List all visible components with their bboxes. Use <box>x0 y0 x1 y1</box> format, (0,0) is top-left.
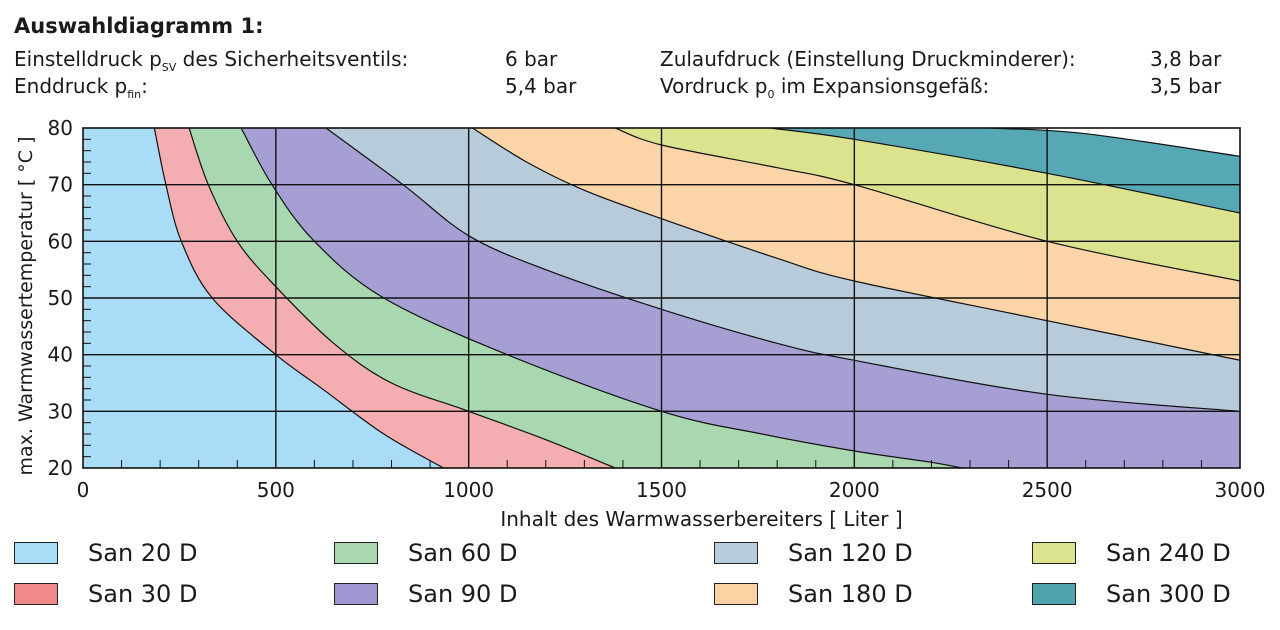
y-tick-label-30: 30 <box>48 399 73 423</box>
x-tick-label-3000: 3000 <box>1215 478 1266 502</box>
legend-label-san-60-d: San 60 D <box>408 539 518 567</box>
plot-frame <box>82 127 1241 469</box>
value-inlet-pressure: 3,8 bar <box>1150 47 1222 71</box>
label-setpoint-pressure: Einstelldruck pSV des Sicherheitsventils… <box>14 47 409 74</box>
boundary-curve-4 <box>325 128 1240 412</box>
chart-title: Auswahldiagramm 1: <box>14 14 264 38</box>
y-tick-label-60: 60 <box>48 229 73 253</box>
boundary-curve-1 <box>153 128 444 468</box>
legend-label-san-120-d: San 120 D <box>788 539 913 567</box>
boundary-curve-2 <box>188 128 616 468</box>
boundary-curve-7 <box>769 128 1240 214</box>
y-tick-label-40: 40 <box>48 343 73 367</box>
legend-swatch-san-20-d <box>14 542 58 564</box>
x-tick-label-1500: 1500 <box>636 478 687 502</box>
value-setpoint-pressure: 6 bar <box>505 47 558 71</box>
label-inlet-pressure: Zulaufdruck (Einstellung Druckminderer): <box>660 47 1076 71</box>
legend-item-san-20-d: San 20 D <box>14 538 197 568</box>
value-final-pressure: 5,4 bar <box>505 74 577 98</box>
legend-swatch-san-60-d <box>334 542 378 564</box>
y-tick-label-50: 50 <box>48 286 73 310</box>
boundary-curve-3 <box>240 128 963 468</box>
axis-ticks <box>83 138 1202 468</box>
x-tick-label-2500: 2500 <box>1022 478 1073 502</box>
legend-swatch-san-240-d <box>1032 542 1076 564</box>
x-tick-label-1000: 1000 <box>443 478 494 502</box>
legend-label-san-300-d: San 300 D <box>1106 580 1231 608</box>
boundary-curve-8 <box>989 128 1240 157</box>
y-tick-label-80: 80 <box>48 116 73 140</box>
legend-swatch-san-30-d <box>14 583 58 605</box>
legend-label-san-20-d: San 20 D <box>88 539 198 567</box>
legend-swatch-san-180-d <box>714 583 758 605</box>
x-tick-label-0: 0 <box>77 478 90 502</box>
legend-item-san-60-d: San 60 D <box>334 538 517 568</box>
legend-item-san-30-d: San 30 D <box>14 579 197 609</box>
y-tick-label-70: 70 <box>48 173 73 197</box>
legend-item-san-240-d: San 240 D <box>1032 538 1231 568</box>
boundary-curve-6 <box>614 128 1240 282</box>
legend-label-san-30-d: San 30 D <box>88 580 198 608</box>
legend-item-san-120-d: San 120 D <box>714 538 913 568</box>
legend-label-san-90-d: San 90 D <box>408 580 518 608</box>
legend-swatch-san-120-d <box>714 542 758 564</box>
plot-area <box>83 128 1240 468</box>
legend-item-san-90-d: San 90 D <box>334 579 517 609</box>
label-precharge-pressure: Vordruck p0 im Expansionsgefäß: <box>660 74 990 101</box>
x-axis-label: Inhalt des Warmwasserbereiters [ Liter ] <box>500 507 902 531</box>
x-tick-label-500: 500 <box>257 478 295 502</box>
value-precharge-pressure: 3,5 bar <box>1150 74 1222 98</box>
legend-swatch-san-90-d <box>334 583 378 605</box>
legend-item-san-300-d: San 300 D <box>1032 579 1231 609</box>
boundary-curve-5 <box>472 128 1240 361</box>
x-tick-label-2000: 2000 <box>829 478 880 502</box>
legend-swatch-san-300-d <box>1032 583 1076 605</box>
y-axis-label: max. Warmwassertemperatur [ °C ] <box>15 136 37 475</box>
region-san-20-d <box>83 128 444 468</box>
label-final-pressure: Enddruck pfin: <box>14 74 148 101</box>
legend-label-san-180-d: San 180 D <box>788 580 913 608</box>
legend-label-san-240-d: San 240 D <box>1106 539 1231 567</box>
legend-item-san-180-d: San 180 D <box>714 579 913 609</box>
y-tick-label-20: 20 <box>48 456 73 480</box>
